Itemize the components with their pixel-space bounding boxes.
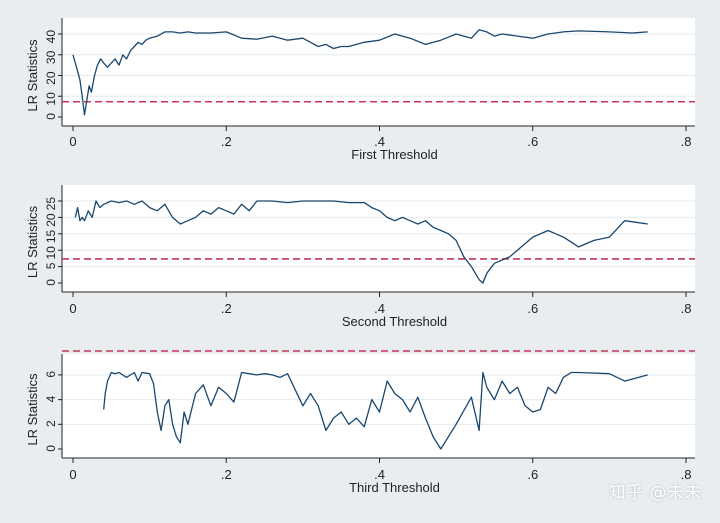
x-axis-title: First Threshold [351, 147, 437, 162]
y-tick-label: 4 [44, 395, 58, 402]
y-axis-title: LR Statistics [25, 373, 40, 446]
y-tick-label: 0 [44, 445, 58, 452]
x-axis-title: Second Threshold [342, 314, 447, 329]
x-tick-label: .4 [374, 301, 385, 316]
plot-area [62, 18, 695, 126]
y-tick-label: 5 [44, 262, 58, 269]
plot-area [62, 185, 695, 292]
chart-panel-second-threshold: 0 5 10 15 20 25 0 .2 .4 .6 .8 Second Threshold LR St… [25, 185, 695, 329]
lr-statistic-series [72, 29, 648, 116]
x-tick-label: 0 [69, 467, 76, 482]
x-tick-label: .8 [681, 134, 692, 149]
y-tick-label: 10 [44, 246, 58, 260]
x-tick-label: .2 [221, 134, 232, 149]
x-tick-label: .4 [374, 467, 385, 482]
x-tick-label: .2 [221, 467, 232, 482]
y-tick-label: 0 [44, 113, 58, 120]
x-tick-label: .8 [681, 301, 692, 316]
y-tick-label: 10 [44, 92, 58, 106]
x-axis-title: Third Threshold [349, 480, 440, 495]
y-tick-label: 20 [44, 71, 58, 85]
x-tick-label: .6 [527, 301, 538, 316]
y-tick-label: 40 [44, 30, 58, 44]
lr-statistic-series [103, 371, 648, 450]
lr-statistic-series [74, 200, 648, 284]
y-tick-label: 2 [44, 420, 58, 427]
watermark: 知乎 @未未 [608, 483, 702, 503]
y-tick-label: 30 [44, 50, 58, 64]
y-tick-label: 15 [44, 229, 58, 243]
y-tick-label: 6 [44, 371, 58, 378]
x-tick-label: .6 [527, 467, 538, 482]
chart-panel-first-threshold: 0 10 20 30 40 0 .2 .4 .6 .8 First Threshold LR Stat… [25, 18, 695, 162]
x-tick-label: 0 [69, 301, 76, 316]
x-tick-label: .8 [681, 467, 692, 482]
x-tick-label: .4 [374, 134, 385, 149]
y-tick-label: 20 [44, 213, 58, 227]
plot-area [62, 354, 695, 458]
y-tick-label: 25 [44, 197, 58, 211]
x-tick-label: 0 [69, 134, 76, 149]
x-tick-label: .2 [221, 301, 232, 316]
y-axis-title: LR Statistics [25, 39, 40, 112]
y-tick-label: 0 [44, 279, 58, 286]
y-axis-title: LR Statistics [25, 205, 40, 278]
chart-panel-third-threshold: 0 2 4 6 0 .2 .4 .6 .8 Third Threshold LR Statistic… [25, 350, 695, 495]
x-tick-label: .6 [527, 134, 538, 149]
